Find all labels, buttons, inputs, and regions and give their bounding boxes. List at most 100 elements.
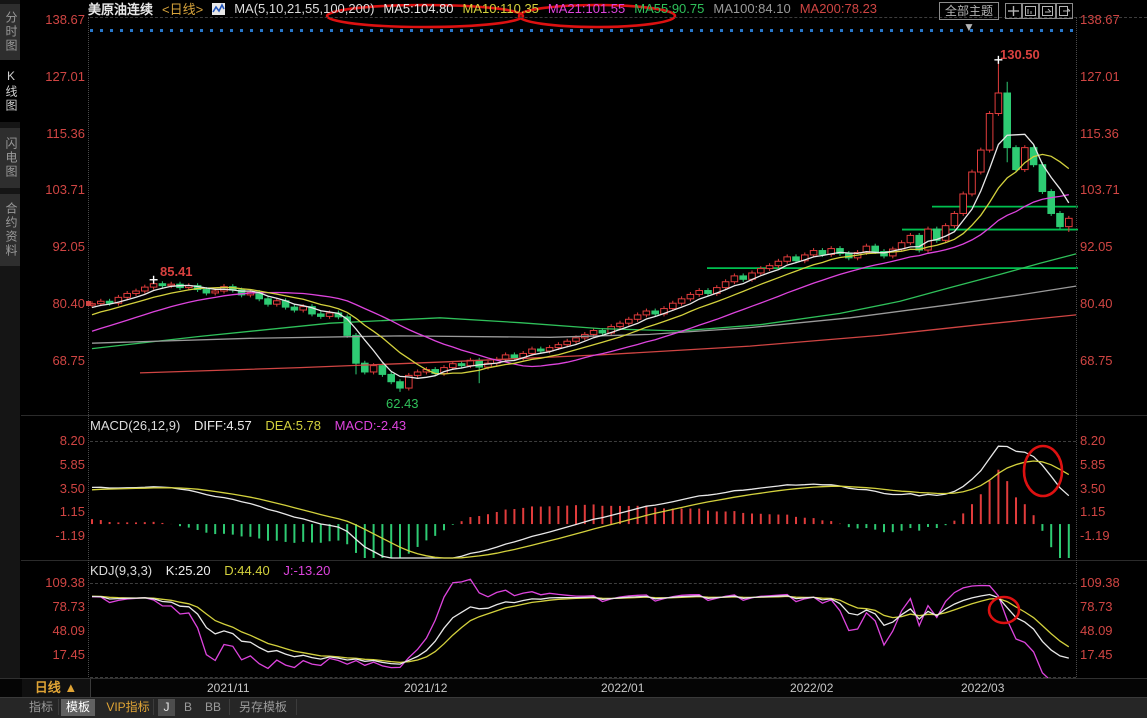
- y-axis-tick: 3.50: [1080, 480, 1106, 496]
- toolbar-bb-button[interactable]: BB: [204, 700, 221, 714]
- sidebar-item-kline-chart[interactable]: K线图: [0, 60, 20, 122]
- y-axis-tick: 109.38: [45, 575, 85, 590]
- y-axis-tick: 80.40: [1080, 296, 1113, 312]
- y-axis-tick: 92.05: [1080, 239, 1113, 255]
- toolbar-b-button[interactable]: B: [183, 700, 192, 714]
- toolbar-vip-indicators-button[interactable]: VIP指标: [106, 700, 150, 714]
- y-axis-tick: -1.19: [1080, 528, 1110, 544]
- ma10-readout: MA10:110.35: [462, 1, 539, 16]
- kdj-j-readout: J:-13.20: [283, 563, 331, 578]
- y-axis-tick: 78.73: [1080, 599, 1113, 614]
- annotation-circle: [987, 595, 1021, 625]
- swing-high-label-peak: 130.50: [1000, 47, 1040, 62]
- y-axis-tick: 8.20: [59, 433, 85, 448]
- expand-x-axis-icon[interactable]: [1039, 3, 1056, 19]
- toolbar-indicators-button[interactable]: 指标: [28, 700, 53, 714]
- sidebar-item-contract-info[interactable]: 合约资料: [0, 194, 20, 266]
- annotation-circle: [325, 3, 525, 29]
- x-axis-date: 2022/01: [601, 681, 645, 695]
- toolbar-template-button[interactable]: 模板: [61, 699, 95, 716]
- y-axis-tick: 138.67: [1080, 12, 1120, 27]
- macd-dea-line: [91, 460, 1070, 559]
- macd-histogram: [91, 469, 1070, 558]
- theme-select-button[interactable]: 全部主题▼: [939, 2, 999, 34]
- plot-left-edge: [88, 17, 89, 677]
- toolbar-separator: [153, 699, 154, 715]
- ma200-line: [139, 314, 1077, 374]
- ma5-line: [91, 133, 1070, 379]
- y-axis-tick: 8.20: [1080, 433, 1106, 448]
- macd-diff-line: [91, 445, 1070, 559]
- kdj-bottom-gridline: [90, 677, 1076, 678]
- x-axis-date: 2021/12: [404, 681, 448, 695]
- macd-title: MACD(26,12,9): [90, 418, 181, 433]
- ma55-line: [91, 253, 1077, 350]
- macd-header: MACD(26,12,9) DIFF:4.57 DEA:5.78 MACD:-2…: [90, 418, 416, 433]
- y-axis-tick: 17.45: [52, 647, 85, 662]
- ma200-readout: MA200:78.23: [799, 1, 878, 16]
- macd-diff-readout: DIFF:4.57: [193, 418, 252, 433]
- pan-crosshair-icon[interactable]: [1005, 3, 1022, 19]
- kdj-top-gridline: [90, 583, 1076, 584]
- x-axis-date: 2022/03: [961, 681, 1005, 695]
- compress-x-axis-icon[interactable]: [1022, 3, 1039, 19]
- toolbar-save-template-button[interactable]: 另存模板: [238, 700, 287, 714]
- ma100-readout: MA100:84.10: [713, 1, 791, 16]
- kdj-d-readout: D:44.40: [224, 563, 270, 578]
- pane-separator-main-macd: [21, 415, 1147, 416]
- y-axis-tick: 103.71: [1080, 182, 1120, 198]
- kdj-j-line: [91, 578, 1069, 682]
- y-axis-tick: 68.75: [52, 352, 85, 368]
- plot-right-edge: [1076, 17, 1077, 677]
- sidebar: 分时图 K线图 闪电图 合约资料: [0, 0, 20, 698]
- x-axis-date: 2021/11: [207, 681, 250, 695]
- swing-high-label-early: 85.41: [160, 264, 193, 279]
- grid-top-dashed: [90, 17, 1147, 18]
- toolbar-separator: [229, 699, 230, 715]
- y-axis-tick: 5.85: [1080, 456, 1106, 472]
- x-axis-row: [0, 678, 1147, 698]
- y-axis-tick: 103.71: [45, 182, 85, 198]
- kdj-k-line: [91, 593, 1069, 665]
- y-axis-tick: 68.75: [1080, 352, 1113, 368]
- kdj-title: KDJ(9,3,3): [90, 563, 153, 578]
- kdj-d-line: [91, 595, 1070, 664]
- sidebar-item-time-chart[interactable]: 分时图: [0, 4, 20, 60]
- ma21-readout: MA21:101.55: [547, 1, 626, 16]
- macd-dea-readout: DEA:5.78: [265, 418, 322, 433]
- y-axis-tick: 80.40: [52, 296, 85, 312]
- y-axis-tick: 1.15: [59, 504, 85, 520]
- macd-top-gridline: [90, 441, 1076, 442]
- y-axis-tick: 17.45: [1080, 647, 1113, 662]
- bottom-toolbar: [0, 697, 1147, 718]
- toolbar-j-button[interactable]: J: [158, 699, 175, 716]
- ma-params-label: MA(5,10,21,55,100,200): [234, 1, 375, 16]
- toolbar-separator: [58, 699, 59, 715]
- candles-layer: [88, 59, 1073, 392]
- sidebar-item-lightning-chart[interactable]: 闪电图: [0, 128, 20, 188]
- y-axis-tick: 127.01: [1080, 68, 1120, 84]
- symbol-name: 美原油连续: [88, 2, 154, 17]
- toolbar-separator: [296, 699, 297, 715]
- kdj-k-readout: K:25.20: [165, 563, 211, 578]
- y-axis-tick: 48.09: [52, 623, 85, 638]
- y-axis-tick: 92.05: [52, 239, 85, 255]
- y-axis-tick: 5.85: [59, 456, 85, 472]
- signal-dots-row: [90, 29, 1078, 32]
- shift-right-icon[interactable]: [1056, 3, 1073, 19]
- y-axis-tick: 115.36: [1080, 125, 1119, 141]
- pane-separator-macd-kdj: [21, 560, 1147, 561]
- ma21-line: [91, 194, 1069, 368]
- period-tag: <日线>: [162, 2, 204, 17]
- ma55-readout: MA55:90.75: [634, 1, 705, 16]
- last-price-marker: [86, 301, 91, 306]
- y-axis-tick: 127.01: [45, 68, 85, 84]
- swing-low-label: 62.43: [386, 396, 419, 411]
- annotation-circle: [1022, 444, 1064, 498]
- y-axis-tick: 138.67: [45, 12, 85, 27]
- macd-bar-readout: MACD:-2.43: [334, 418, 407, 433]
- y-axis-tick: 78.73: [52, 599, 85, 614]
- period-dropdown-button[interactable]: 日线 ▲: [22, 679, 91, 697]
